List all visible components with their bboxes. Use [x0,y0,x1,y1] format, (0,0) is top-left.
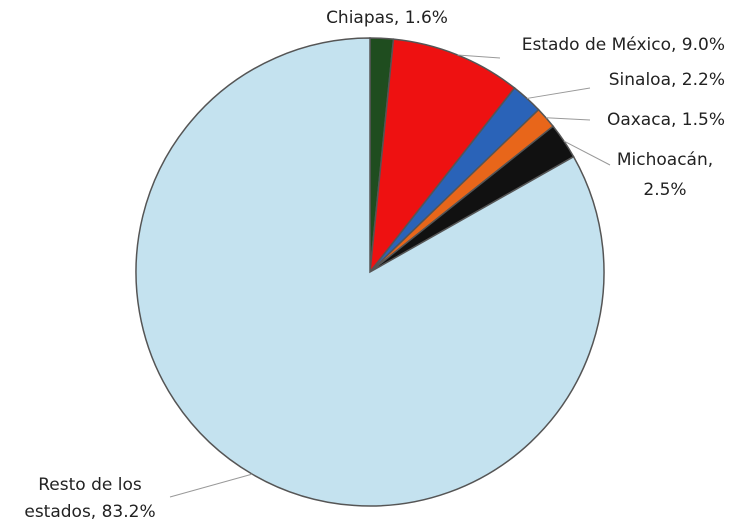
leader-line [526,87,591,99]
data-label: Chiapas, 1.6% [326,8,448,28]
leader-line [169,473,253,498]
data-label: Oaxaca, 1.5% [607,110,725,130]
data-label: Resto de los [38,475,142,495]
pie-slice [368,38,516,275]
data-label: Sinaloa, 2.2% [609,70,725,90]
data-label: 2.5% [643,180,686,200]
leader-line [563,140,611,166]
leader-line [545,117,591,121]
data-label: Michoacán, [617,150,713,170]
data-label: estados, 83.2% [24,502,155,522]
leader-line [457,54,501,59]
data-label: Estado de México, 9.0% [522,35,725,55]
